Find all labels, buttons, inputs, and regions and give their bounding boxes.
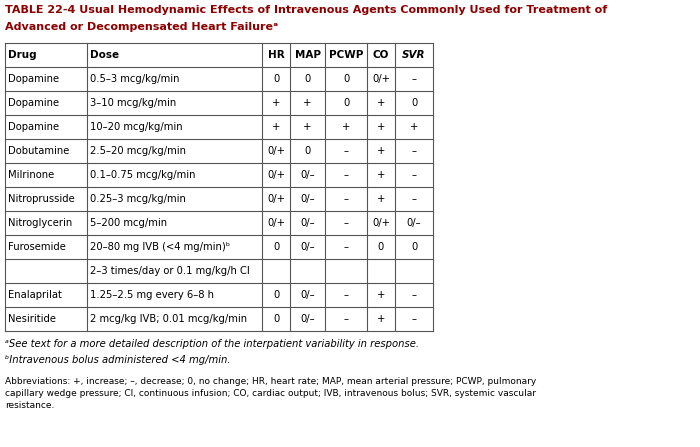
Text: Nitroprusside: Nitroprusside [8,194,75,204]
Text: ᵇIntravenous bolus administered <4 mg/min.: ᵇIntravenous bolus administered <4 mg/mi… [5,355,230,365]
Text: +: + [272,122,280,132]
Text: +: + [377,170,385,180]
Text: +: + [410,122,418,132]
Text: –: – [412,314,416,324]
Text: 0/+: 0/+ [372,218,390,228]
Text: –: – [344,146,349,156]
Text: +: + [377,194,385,204]
Text: 0: 0 [273,242,279,252]
Text: TABLE 22-4 Usual Hemodynamic Effects of Intravenous Agents Commonly Used for Tre: TABLE 22-4 Usual Hemodynamic Effects of … [5,5,608,15]
Text: Furosemide: Furosemide [8,242,66,252]
Text: +: + [377,146,385,156]
Text: Dopamine: Dopamine [8,122,59,132]
Text: MAP: MAP [295,50,321,60]
Text: 0.5–3 mcg/kg/min: 0.5–3 mcg/kg/min [90,74,179,84]
Text: 0.25–3 mcg/kg/min: 0.25–3 mcg/kg/min [90,194,186,204]
Text: 0/+: 0/+ [267,218,285,228]
Text: 0/+: 0/+ [267,170,285,180]
Text: 0/–: 0/– [407,218,421,228]
Text: Milrinone: Milrinone [8,170,55,180]
Text: 0: 0 [304,146,311,156]
Text: Drug: Drug [8,50,36,60]
Text: 0/+: 0/+ [267,146,285,156]
Text: Advanced or Decompensated Heart Failureᵃ: Advanced or Decompensated Heart Failureᵃ [5,22,278,32]
Text: +: + [303,98,312,108]
Text: +: + [377,122,385,132]
Text: ᵃSee text for a more detailed description of the interpatient variability in res: ᵃSee text for a more detailed descriptio… [5,339,419,349]
Text: –: – [344,218,349,228]
Text: +: + [303,122,312,132]
Text: –: – [412,290,416,300]
Text: Dose: Dose [90,50,119,60]
Text: –: – [412,146,416,156]
Text: 0: 0 [411,98,417,108]
Text: 0: 0 [343,74,349,84]
Text: Dopamine: Dopamine [8,98,59,108]
Text: Nesiritide: Nesiritide [8,314,56,324]
Text: PCWP: PCWP [329,50,363,60]
Text: +: + [377,314,385,324]
Text: –: – [344,194,349,204]
Text: 0: 0 [304,74,311,84]
Text: 0: 0 [273,290,279,300]
Text: CO: CO [373,50,389,60]
Text: 0: 0 [411,242,417,252]
Text: HR: HR [267,50,284,60]
Text: SVR: SVR [402,50,426,60]
Text: –: – [344,242,349,252]
Text: 2.5–20 mcg/kg/min: 2.5–20 mcg/kg/min [90,146,186,156]
Text: 0: 0 [273,314,279,324]
Text: –: – [412,194,416,204]
Text: 0/–: 0/– [300,242,315,252]
Text: 0/+: 0/+ [267,194,285,204]
Text: 0/+: 0/+ [372,74,390,84]
Text: +: + [377,290,385,300]
Text: –: – [344,314,349,324]
Text: 2–3 times/day or 0.1 mg/kg/h CI: 2–3 times/day or 0.1 mg/kg/h CI [90,266,250,276]
Text: 0/–: 0/– [300,314,315,324]
Text: Dobutamine: Dobutamine [8,146,69,156]
Text: 5–200 mcg/min: 5–200 mcg/min [90,218,167,228]
Text: 0/–: 0/– [300,218,315,228]
Text: 0: 0 [273,74,279,84]
Text: Dopamine: Dopamine [8,74,59,84]
Text: 0/–: 0/– [300,290,315,300]
Text: 0: 0 [343,98,349,108]
Text: Abbreviations: +, increase; –, decrease; 0, no change; HR, heart rate; MAP, mean: Abbreviations: +, increase; –, decrease;… [5,377,536,409]
Text: 2 mcg/kg IVB; 0.01 mcg/kg/min: 2 mcg/kg IVB; 0.01 mcg/kg/min [90,314,247,324]
Text: Enalaprilat: Enalaprilat [8,290,62,300]
Text: Nitroglycerin: Nitroglycerin [8,218,72,228]
Text: +: + [377,98,385,108]
Text: +: + [342,122,350,132]
Text: –: – [412,170,416,180]
Text: 0/–: 0/– [300,170,315,180]
Text: –: – [344,170,349,180]
Text: 1.25–2.5 mg every 6–8 h: 1.25–2.5 mg every 6–8 h [90,290,214,300]
Text: 0.1–0.75 mcg/kg/min: 0.1–0.75 mcg/kg/min [90,170,195,180]
Text: 20–80 mg IVB (<4 mg/min)ᵇ: 20–80 mg IVB (<4 mg/min)ᵇ [90,242,230,252]
Text: 3–10 mcg/kg/min: 3–10 mcg/kg/min [90,98,176,108]
Text: –: – [412,74,416,84]
Text: 0/–: 0/– [300,194,315,204]
Text: +: + [272,98,280,108]
Text: 10–20 mcg/kg/min: 10–20 mcg/kg/min [90,122,183,132]
Text: –: – [344,290,349,300]
Text: 0: 0 [378,242,384,252]
